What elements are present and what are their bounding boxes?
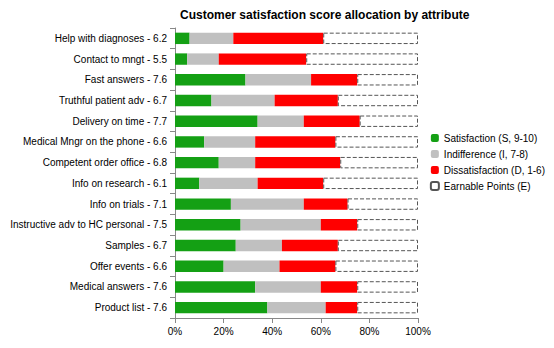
svg-text:100%: 100% [405,326,431,337]
svg-text:Fast answers - 7.6: Fast answers - 7.6 [85,74,168,85]
svg-text:60%: 60% [311,326,331,337]
svg-text:Truthful patient adv - 6.7: Truthful patient adv - 6.7 [59,95,167,106]
svg-text:Medical answers - 7.6: Medical answers - 7.6 [70,281,168,292]
svg-text:Contact to mngt - 5.5: Contact to mngt - 5.5 [74,54,168,65]
svg-text:Info on research - 6.1: Info on research - 6.1 [72,178,167,189]
svg-text:Instructive adv to HC personal: Instructive adv to HC personal - 7.5 [10,219,167,230]
svg-text:Competent order office - 6.8: Competent order office - 6.8 [43,157,168,168]
svg-text:20%: 20% [214,326,234,337]
svg-text:Earnable Points (E): Earnable Points (E) [444,181,531,192]
svg-text:Info on trials - 7.1: Info on trials - 7.1 [90,199,168,210]
svg-text:Help with diagnoses - 6.2: Help with diagnoses - 6.2 [55,33,168,44]
svg-text:80%: 80% [359,326,379,337]
svg-text:Offer events - 6.6: Offer events - 6.6 [90,261,168,272]
svg-text:Medical Mngr on the phone - 6.: Medical Mngr on the phone - 6.6 [23,136,167,147]
svg-text:40%: 40% [262,326,282,337]
svg-text:Product list - 7.6: Product list - 7.6 [95,302,168,313]
svg-text:Indifference (I, 7-8): Indifference (I, 7-8) [444,149,528,160]
svg-text:Samples - 6.7: Samples - 6.7 [105,240,167,251]
svg-text:Dissatisfaction (D, 1-6): Dissatisfaction (D, 1-6) [444,165,545,176]
svg-text:0%: 0% [168,326,183,337]
svg-text:Delivery on time - 7.7: Delivery on time - 7.7 [73,116,168,127]
svg-text:Satisfaction (S, 9-10): Satisfaction (S, 9-10) [444,133,537,144]
svg-text:Customer satisfaction score al: Customer satisfaction score allocation b… [180,8,470,22]
